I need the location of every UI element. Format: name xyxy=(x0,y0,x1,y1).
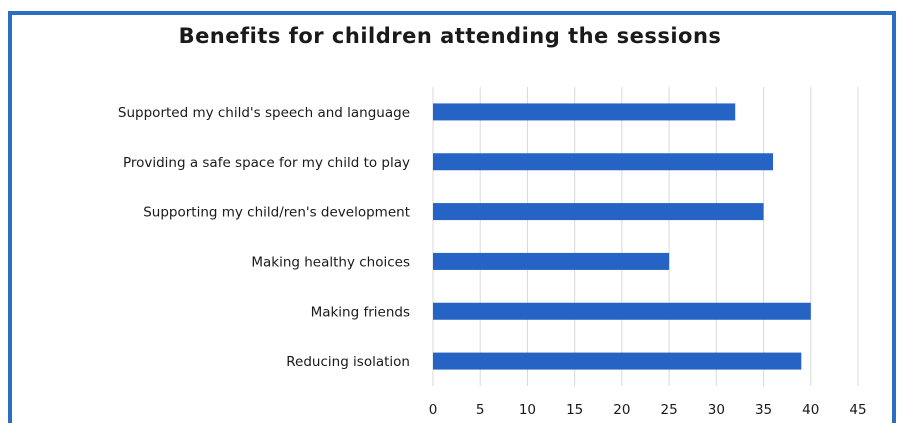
x-tick-label-9: 45 xyxy=(849,402,866,418)
x-tick-label-2: 10 xyxy=(519,402,536,418)
x-tick-label-0: 0 xyxy=(429,402,438,418)
category-label-5: Reducing isolation xyxy=(286,354,410,370)
chart-title: Benefits for children attending the sess… xyxy=(178,24,722,48)
bar-5 xyxy=(433,352,802,370)
category-label-2: Supporting my child/ren's development xyxy=(143,205,410,221)
bar-1 xyxy=(433,153,773,171)
category-label-3: Making healthy choices xyxy=(251,254,410,270)
category-label-4: Making friends xyxy=(311,304,410,320)
category-label-1: Providing a safe space for my child to p… xyxy=(123,155,410,171)
bar-0 xyxy=(433,103,736,121)
bar-3 xyxy=(433,252,670,270)
x-tick-label-8: 40 xyxy=(802,402,819,418)
x-tick-label-1: 5 xyxy=(476,402,485,418)
bar-2 xyxy=(433,203,764,221)
x-tick-label-7: 35 xyxy=(755,402,772,418)
x-tick-label-4: 20 xyxy=(613,402,630,418)
x-tick-label-5: 25 xyxy=(661,402,678,418)
x-tick-label-6: 30 xyxy=(708,402,725,418)
bar-4 xyxy=(433,302,811,320)
x-tick-label-3: 15 xyxy=(566,402,583,418)
category-label-0: Supported my child's speech and language xyxy=(118,105,410,121)
